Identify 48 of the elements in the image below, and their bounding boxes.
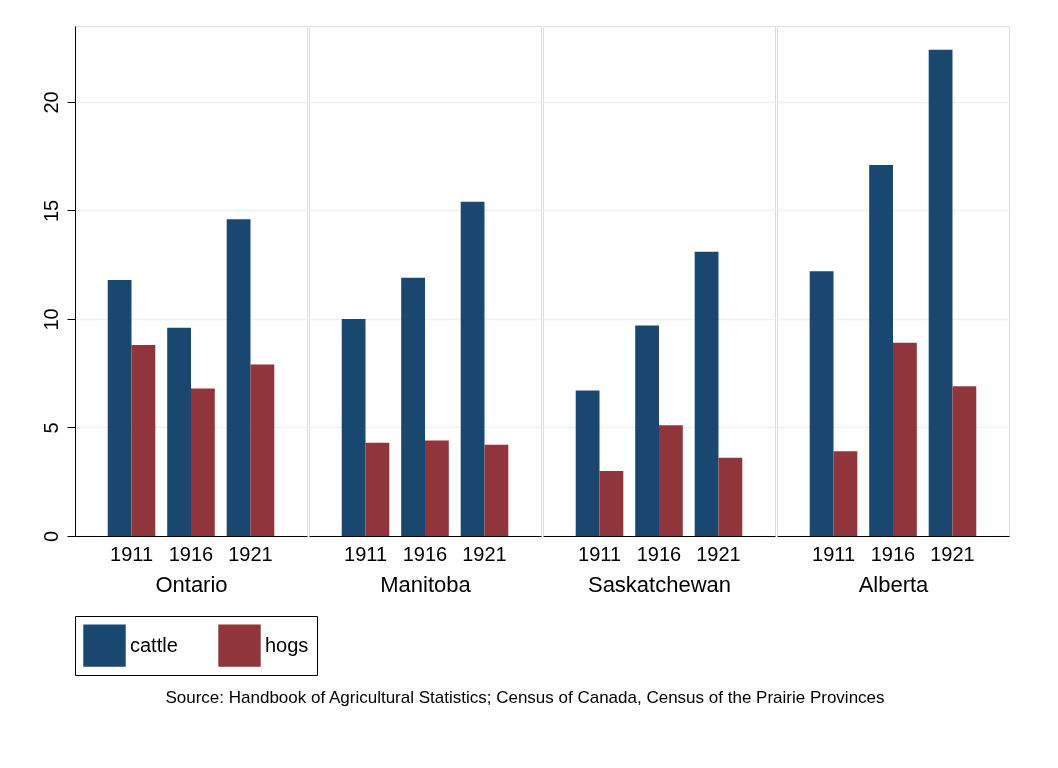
bar bbox=[131, 345, 156, 536]
x-tick-label: 1911 bbox=[110, 542, 154, 565]
bar bbox=[226, 219, 251, 536]
x-axis-title: Alberta bbox=[858, 571, 930, 597]
bar bbox=[599, 470, 624, 536]
bar bbox=[635, 325, 659, 536]
x-tick-label: 1921 bbox=[228, 542, 273, 565]
y-tick-label: 0 bbox=[39, 530, 62, 543]
x-tick-label: 1916 bbox=[870, 542, 916, 565]
x-tick-label: 1916 bbox=[636, 542, 682, 565]
x-tick-label: 1921 bbox=[696, 542, 741, 565]
bar bbox=[107, 279, 132, 536]
y-tick-label: 10 bbox=[39, 308, 62, 331]
x-axis-title: Manitoba bbox=[380, 571, 472, 597]
x-axis-title: Saskatchewan bbox=[587, 571, 732, 597]
bar bbox=[484, 444, 509, 536]
legend-label: cattle bbox=[130, 633, 178, 656]
bar bbox=[869, 164, 893, 536]
bar bbox=[718, 457, 743, 536]
x-tick-label: 1911 bbox=[578, 542, 622, 565]
x-tick-label: 1921 bbox=[462, 542, 507, 565]
bar bbox=[659, 425, 683, 536]
bar bbox=[425, 440, 449, 536]
bar bbox=[191, 388, 215, 536]
bar bbox=[952, 386, 977, 536]
bar bbox=[250, 364, 275, 536]
x-axis-title: Ontario bbox=[155, 571, 228, 597]
bar bbox=[809, 271, 834, 536]
bar bbox=[365, 442, 390, 536]
legend-label: hogs bbox=[265, 633, 309, 656]
bar bbox=[694, 251, 719, 536]
bar bbox=[167, 327, 191, 536]
x-tick-label: 1911 bbox=[812, 542, 856, 565]
y-tick-label: 15 bbox=[39, 199, 62, 223]
bar bbox=[575, 390, 600, 536]
x-tick-label: 1911 bbox=[344, 542, 388, 565]
bar bbox=[833, 451, 858, 536]
x-tick-label: 1916 bbox=[402, 542, 448, 565]
source-note: Source: Handbook of Agricultural Statistics; Census of Canada, Census of the Prairie Provinces bbox=[165, 687, 885, 707]
bar bbox=[893, 342, 917, 536]
bar bbox=[341, 318, 366, 536]
x-tick-label: 1921 bbox=[930, 542, 975, 565]
bar bbox=[460, 201, 485, 536]
bar bbox=[928, 49, 953, 536]
x-tick-label: 1916 bbox=[168, 542, 214, 565]
y-tick-label: 5 bbox=[39, 422, 62, 434]
bar bbox=[401, 277, 425, 536]
y-tick-label: 20 bbox=[39, 91, 62, 114]
